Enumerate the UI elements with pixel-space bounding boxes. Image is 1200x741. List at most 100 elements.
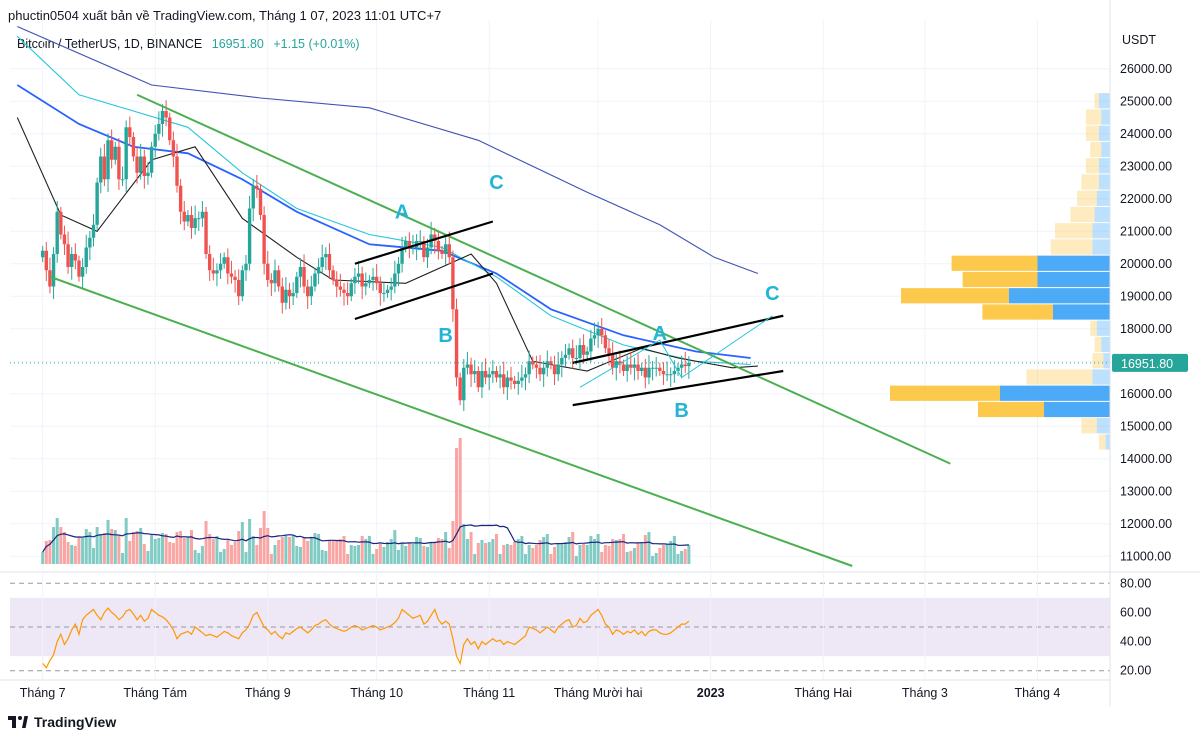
- time-tick-label: Tháng 11: [463, 686, 515, 700]
- candle-body: [639, 367, 644, 371]
- candle-body: [610, 354, 615, 368]
- volume-bar: [317, 534, 321, 564]
- candle-body: [592, 335, 597, 339]
- volume-bar: [81, 538, 85, 564]
- volume-bar: [88, 532, 92, 564]
- candle-body: [571, 348, 575, 358]
- volume-bar: [382, 547, 386, 564]
- candle-body: [487, 374, 491, 378]
- volume-bar: [146, 551, 150, 564]
- candle-body: [469, 364, 473, 375]
- candle-body: [160, 111, 165, 124]
- volume-bar: [622, 534, 626, 564]
- volume-bar: [131, 532, 135, 564]
- vp-buy-bar: [1055, 223, 1093, 239]
- volume-bar: [360, 536, 364, 564]
- volume-bar: [150, 534, 154, 564]
- volume-bar: [135, 531, 139, 564]
- volume-bar: [520, 536, 524, 564]
- candle-body: [440, 250, 444, 254]
- candle-body: [567, 348, 571, 355]
- time-tick-label: Tháng 9: [245, 686, 291, 700]
- candle-body: [512, 380, 517, 384]
- volume-bar: [186, 537, 190, 564]
- volume-bar: [386, 542, 390, 564]
- volume-bar: [389, 539, 393, 564]
- trend-lines[interactable]: [49, 93, 951, 567]
- price-tick-label: 18000.00: [1120, 322, 1172, 336]
- volume-bar: [611, 539, 615, 564]
- volume-bar: [48, 540, 52, 564]
- volume-bar: [284, 536, 288, 564]
- pattern2-upper-line: [572, 314, 784, 364]
- tradingview-logo[interactable]: TradingView: [8, 714, 116, 730]
- candle-body: [476, 371, 481, 388]
- candle-body: [70, 254, 74, 267]
- volume-bar: [306, 541, 310, 564]
- vp-buy-bar: [1094, 93, 1099, 109]
- volume-bar: [273, 545, 277, 564]
- volume-bar: [502, 545, 506, 564]
- candle-body: [556, 364, 560, 375]
- vp-buy-bar: [1092, 353, 1104, 369]
- pattern-label-b: B: [674, 400, 688, 422]
- vp-sell-bar: [1096, 320, 1110, 336]
- volume-bar: [164, 534, 168, 564]
- volume-bar: [651, 556, 655, 564]
- volume-profile: [890, 93, 1110, 450]
- candle-body: [563, 354, 568, 358]
- vp-buy-bar: [1050, 239, 1093, 255]
- candle-body: [407, 241, 412, 248]
- volume-bar: [393, 530, 397, 564]
- vp-sell-bar: [1101, 141, 1110, 158]
- vp-buy-bar: [1081, 418, 1097, 434]
- candle-body: [135, 156, 139, 173]
- candle-body: [614, 361, 618, 368]
- volume-bar: [251, 536, 255, 564]
- volume-bar: [66, 542, 70, 564]
- candle-body: [643, 367, 648, 378]
- candle-body: [625, 364, 629, 371]
- candle-body: [472, 371, 477, 375]
- candle-body: [128, 127, 132, 137]
- candle-body: [302, 267, 306, 287]
- time-tick-label: Tháng 7: [20, 686, 66, 700]
- volume-bar: [658, 548, 662, 564]
- volume-bar: [302, 538, 306, 564]
- candle-body: [84, 247, 88, 267]
- volume-bar: [342, 536, 346, 564]
- vp-sell-bar: [1008, 288, 1110, 304]
- vp-buy-bar: [1085, 158, 1099, 174]
- candle-body: [578, 345, 582, 358]
- volume-bar: [618, 539, 622, 564]
- symbol-legend[interactable]: Bitcoin / TetherUS, 1D, BINANCE 16951.80…: [17, 37, 360, 51]
- volume-bar: [545, 534, 549, 564]
- price-tick-label: 16000.00: [1120, 387, 1172, 401]
- volume-bar: [672, 536, 676, 564]
- vp-sell-bar: [1094, 206, 1110, 223]
- candles: [40, 100, 691, 411]
- candle-body: [385, 289, 390, 293]
- time-tick-label: Tháng Tám: [123, 686, 187, 700]
- vp-buy-bar: [1085, 125, 1099, 141]
- volume-bar: [255, 545, 259, 564]
- vp-sell-bar: [1101, 336, 1110, 353]
- volume-bar: [458, 438, 462, 564]
- symbol-name: Bitcoin / TetherUS, 1D, BINANCE: [17, 37, 203, 51]
- pattern-label-a: A: [395, 201, 409, 223]
- volume-bar: [563, 542, 567, 564]
- volume-bar: [491, 539, 495, 564]
- candle-body: [661, 371, 666, 375]
- volume-bar: [683, 549, 687, 564]
- vp-buy-bar: [1070, 206, 1095, 223]
- candle-body: [396, 263, 401, 274]
- candle-body: [618, 361, 622, 365]
- candle-body: [276, 270, 281, 287]
- candle-body: [120, 179, 125, 181]
- vp-sell-bar: [1037, 271, 1110, 288]
- volume-bar: [295, 546, 299, 564]
- volume-bar: [480, 540, 484, 564]
- candle-body: [665, 374, 669, 376]
- candle-body: [465, 364, 470, 368]
